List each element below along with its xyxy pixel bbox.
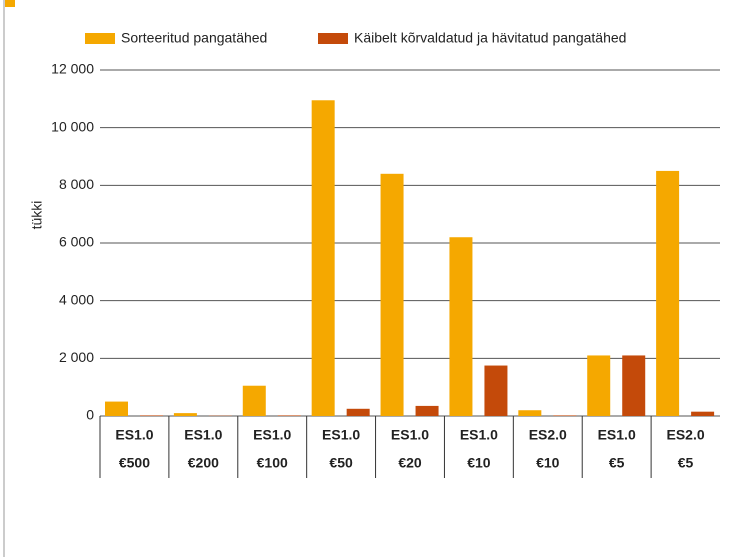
y-tick-label: 12 000 bbox=[51, 61, 94, 77]
x-tick-label: ES1.0 bbox=[253, 427, 291, 443]
x-tick-label: €200 bbox=[188, 455, 219, 471]
y-tick-label: 8 000 bbox=[59, 176, 94, 192]
legend-label: Sorteeritud pangatähed bbox=[121, 30, 267, 46]
legend-label: Käibelt kõrvaldatud ja hävitatud pangatä… bbox=[354, 30, 626, 46]
bar bbox=[277, 415, 301, 416]
bar bbox=[380, 173, 404, 416]
legend-swatch bbox=[318, 33, 348, 44]
bar bbox=[346, 408, 370, 416]
bar bbox=[449, 237, 473, 416]
y-tick-label: 0 bbox=[86, 407, 94, 423]
y-tick-label: 4 000 bbox=[59, 291, 94, 307]
y-tick-label: 2 000 bbox=[59, 349, 94, 365]
title-fragment bbox=[5, 0, 15, 7]
x-tick-label: ES1.0 bbox=[598, 427, 636, 443]
x-tick-label: €20 bbox=[398, 455, 422, 471]
y-tick-label: 6 000 bbox=[59, 234, 94, 250]
x-tick-label: €50 bbox=[329, 455, 353, 471]
x-tick-label: ES1.0 bbox=[460, 427, 498, 443]
bar bbox=[656, 170, 680, 416]
bar bbox=[587, 355, 611, 416]
x-tick-label: ES1.0 bbox=[115, 427, 153, 443]
x-tick-label: ES1.0 bbox=[391, 427, 429, 443]
x-tick-label: €10 bbox=[467, 455, 491, 471]
bar bbox=[622, 355, 646, 416]
bar bbox=[553, 415, 577, 416]
legend-swatch bbox=[85, 33, 115, 44]
x-tick-label: ES1.0 bbox=[322, 427, 360, 443]
bar bbox=[105, 401, 128, 416]
x-tick-label: ES2.0 bbox=[529, 427, 567, 443]
bar bbox=[242, 385, 266, 416]
bar bbox=[140, 415, 163, 416]
bar bbox=[484, 365, 508, 416]
bar bbox=[518, 410, 542, 416]
x-tick-label: €5 bbox=[678, 455, 694, 471]
bar bbox=[691, 411, 715, 416]
x-tick-label: ES2.0 bbox=[666, 427, 704, 443]
bar bbox=[415, 405, 439, 416]
y-tick-label: 10 000 bbox=[51, 118, 94, 134]
bar bbox=[173, 413, 197, 416]
x-tick-label: €500 bbox=[119, 455, 150, 471]
x-tick-label: ES1.0 bbox=[184, 427, 222, 443]
x-tick-label: €100 bbox=[257, 455, 288, 471]
x-tick-label: €10 bbox=[536, 455, 560, 471]
x-tick-label: €5 bbox=[609, 455, 625, 471]
bar bbox=[311, 100, 335, 417]
y-axis-label: tükki bbox=[29, 201, 45, 230]
